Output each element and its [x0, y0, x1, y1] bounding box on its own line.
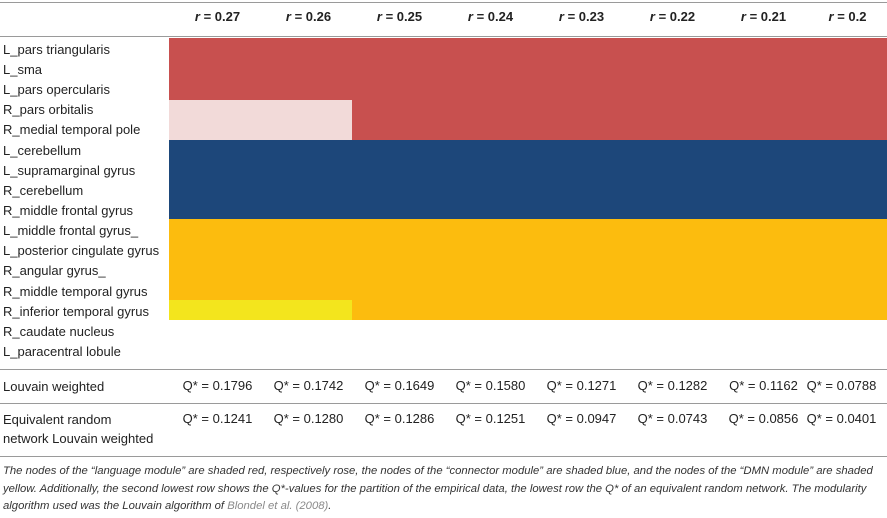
- q-value: Q* = 0.1580: [455, 378, 526, 393]
- dmn-module-band: [169, 219, 887, 300]
- louvain-label: Louvain weighted: [3, 379, 105, 394]
- dmn-module-band: [352, 300, 887, 320]
- q-value: Q* = 0.0401: [806, 411, 877, 426]
- q-value: Q* = 0.1271: [546, 378, 617, 393]
- column-header: r = 0.25: [376, 9, 423, 24]
- q-value: Q* = 0.1282: [637, 378, 708, 393]
- q-value: Q* = 0.1241: [182, 411, 253, 426]
- language-module-band: [352, 100, 887, 140]
- row-label: L_middle frontal gyrus_: [3, 223, 139, 238]
- q-value: Q* = 0.1286: [364, 411, 435, 426]
- table-top-rule: [0, 2, 887, 3]
- column-header: r = 0.22: [649, 9, 696, 24]
- row-label: L_pars triangularis: [3, 42, 110, 57]
- language-module-rose-band: [169, 100, 352, 140]
- table-caption: The nodes of the “language module” are s…: [3, 465, 873, 513]
- q-value: Q* = 0.1796: [182, 378, 253, 393]
- q-value: Q* = 0.1280: [273, 411, 344, 426]
- q-value: Q* = 0.0788: [806, 378, 877, 393]
- q-value: Q* = 0.0743: [637, 411, 708, 426]
- random-top-rule: [0, 403, 887, 404]
- column-header: r = 0.21: [740, 9, 787, 24]
- row-label: R_caudate nucleus: [3, 324, 115, 339]
- column-header: r = 0.24: [467, 9, 514, 24]
- language-module-band: [169, 38, 887, 100]
- row-label: L_posterior cingulate gyrus: [3, 243, 160, 258]
- column-header: r = 0.27: [194, 9, 241, 24]
- header-rule: [0, 36, 887, 37]
- q-value: Q* = 0.0947: [546, 411, 617, 426]
- louvain-top-rule: [0, 369, 887, 370]
- row-label: R_middle temporal gyrus: [3, 284, 148, 299]
- column-header: r = 0.23: [558, 9, 605, 24]
- row-label: L_pars opercularis: [3, 82, 110, 97]
- table-bottom-rule: [0, 456, 887, 457]
- q-value: Q* = 0.1649: [364, 378, 435, 393]
- q-value: Q* = 0.1742: [273, 378, 344, 393]
- row-label: R_pars orbitalis: [3, 102, 94, 117]
- row-label: R_inferior temporal gyrus: [3, 304, 149, 319]
- row-label: R_cerebellum: [3, 183, 84, 198]
- row-label: R_middle frontal gyrus: [3, 203, 134, 218]
- random-label-line2: network Louvain weighted: [3, 431, 154, 446]
- row-label: L_paracentral lobule: [3, 344, 121, 359]
- row-label: L_supramarginal gyrus: [3, 163, 136, 178]
- q-value: Q* = 0.1251: [455, 411, 526, 426]
- q-value: Q* = 0.1162: [729, 378, 798, 393]
- citation-link[interactable]: Blondel et al. (2008): [227, 500, 329, 513]
- random-label-line1: Equivalent random: [3, 412, 112, 427]
- column-header: r = 0.26: [285, 9, 332, 24]
- row-label: R_angular gyrus_: [3, 263, 106, 278]
- dmn-module-light-band: [169, 300, 352, 320]
- connector-module-band: [169, 140, 887, 219]
- row-label: L_sma: [3, 62, 43, 77]
- row-label: L_cerebellum: [3, 143, 82, 158]
- column-header: r = 0.2: [828, 9, 867, 24]
- q-value: Q* = 0.0856: [728, 411, 799, 426]
- row-label: R_medial temporal pole: [3, 122, 141, 137]
